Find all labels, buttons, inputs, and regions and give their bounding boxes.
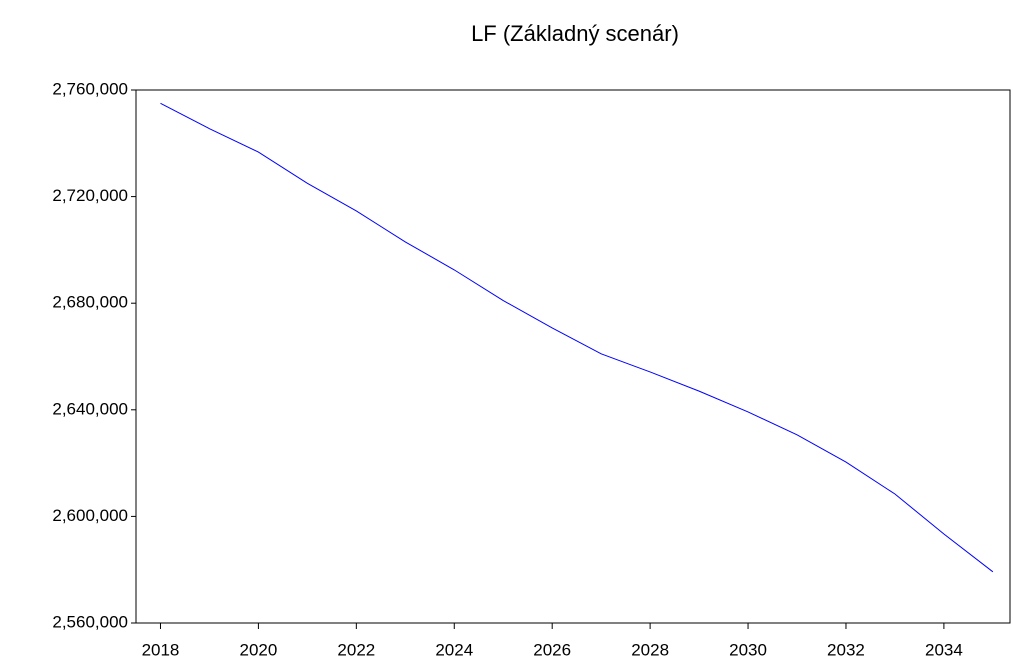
y-tick-label: 2,560,000: [52, 612, 128, 631]
y-tick-label: 2,720,000: [52, 186, 128, 205]
x-tick-label: 2034: [925, 640, 963, 659]
x-tick-label: 2018: [142, 640, 180, 659]
x-tick-label: 2030: [729, 640, 767, 659]
x-tick-label: 2032: [827, 640, 865, 659]
x-tick-label: 2020: [239, 640, 277, 659]
y-tick-label: 2,680,000: [52, 293, 128, 312]
x-tick-label: 2028: [631, 640, 669, 659]
y-tick-label: 2,640,000: [52, 399, 128, 418]
x-tick-label: 2026: [533, 640, 571, 659]
plot-frame: [135, 89, 1011, 624]
x-tick-label: 2022: [337, 640, 375, 659]
y-tick-label: 2,600,000: [52, 506, 128, 525]
x-tick-label: 2024: [435, 640, 473, 659]
chart-title: LF (Základný scenár): [471, 21, 679, 46]
data-line: [160, 102, 994, 573]
y-tick-label: 2,760,000: [52, 79, 128, 98]
